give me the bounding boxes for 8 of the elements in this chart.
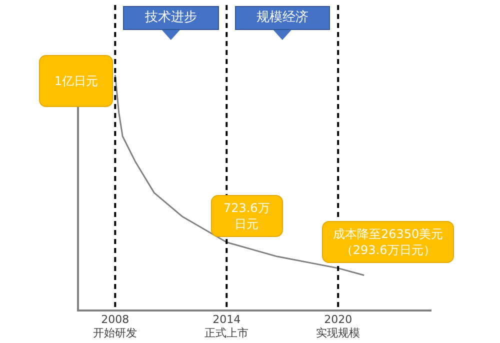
callout-box: 成本降至26350美元（293.6万日元） xyxy=(322,221,454,264)
heading-box: 规模经济 xyxy=(234,6,330,30)
callout-box: 723.6万日元 xyxy=(210,195,283,238)
x-tick-label: 2008 开始研发 xyxy=(93,313,138,340)
x-tick-label: 2020 实现规模 xyxy=(316,313,360,340)
x-tick-label: 2014 正式上市 xyxy=(204,313,249,340)
callout-box: 1亿日元 xyxy=(39,55,114,107)
heading-box: 技术进步 xyxy=(123,6,219,30)
